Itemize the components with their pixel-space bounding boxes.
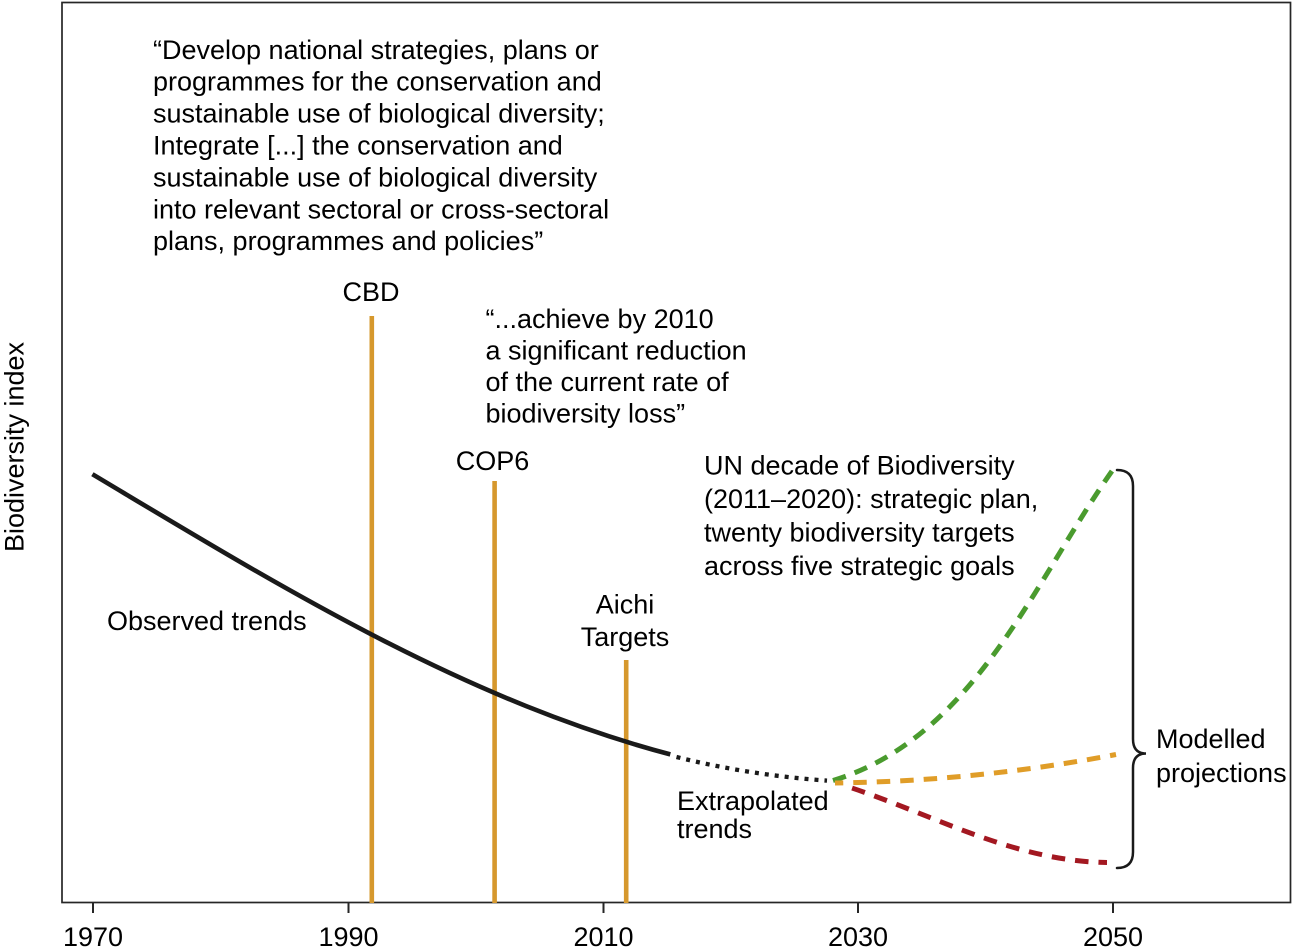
svg-text:of the current rate of: of the current rate of xyxy=(486,367,730,397)
svg-text:1970: 1970 xyxy=(63,922,123,948)
svg-text:sustainable use of biological: sustainable use of biological diversity xyxy=(153,162,598,192)
svg-text:Biodiversity index: Biodiversity index xyxy=(0,341,30,552)
svg-text:across five strategic goals: across five strategic goals xyxy=(704,551,1015,581)
svg-text:UN decade of Biodiversity: UN decade of Biodiversity xyxy=(704,450,1015,480)
svg-text:programmes for the conservatio: programmes for the conservation and xyxy=(153,67,602,97)
svg-text:biodiversity loss”: biodiversity loss” xyxy=(486,399,686,429)
svg-text:“...achieve by 2010: “...achieve by 2010 xyxy=(486,304,714,334)
svg-text:plans, programmes and policies: plans, programmes and policies” xyxy=(153,226,543,256)
svg-text:Extrapolated: Extrapolated xyxy=(677,786,829,816)
svg-text:Observed trends: Observed trends xyxy=(107,606,307,636)
svg-text:Targets: Targets xyxy=(581,622,670,652)
svg-text:Modelled: Modelled xyxy=(1156,724,1266,754)
svg-text:trends: trends xyxy=(677,814,752,844)
svg-text:2030: 2030 xyxy=(828,922,888,948)
svg-text:sustainable use of biological: sustainable use of biological diversity; xyxy=(153,99,605,129)
svg-text:“Develop national strategies,: “Develop national strategies, plans or xyxy=(153,35,599,65)
svg-text:(2011–2020): strategic plan,: (2011–2020): strategic plan, xyxy=(704,484,1038,514)
svg-text:into relevant sectoral or cros: into relevant sectoral or cross-sectoral xyxy=(153,194,609,224)
svg-text:projections: projections xyxy=(1156,758,1287,788)
svg-text:2010: 2010 xyxy=(573,922,633,948)
svg-text:a significant reduction: a significant reduction xyxy=(486,336,747,366)
svg-text:CBD: CBD xyxy=(342,277,399,307)
svg-text:2050: 2050 xyxy=(1083,922,1143,948)
svg-text:COP6: COP6 xyxy=(456,446,530,476)
svg-text:Aichi: Aichi xyxy=(596,590,655,620)
svg-text:twenty biodiversity targets: twenty biodiversity targets xyxy=(704,517,1015,547)
svg-text:1990: 1990 xyxy=(318,922,378,948)
svg-text:Integrate [...] the conservati: Integrate [...] the conservation and xyxy=(153,131,563,161)
